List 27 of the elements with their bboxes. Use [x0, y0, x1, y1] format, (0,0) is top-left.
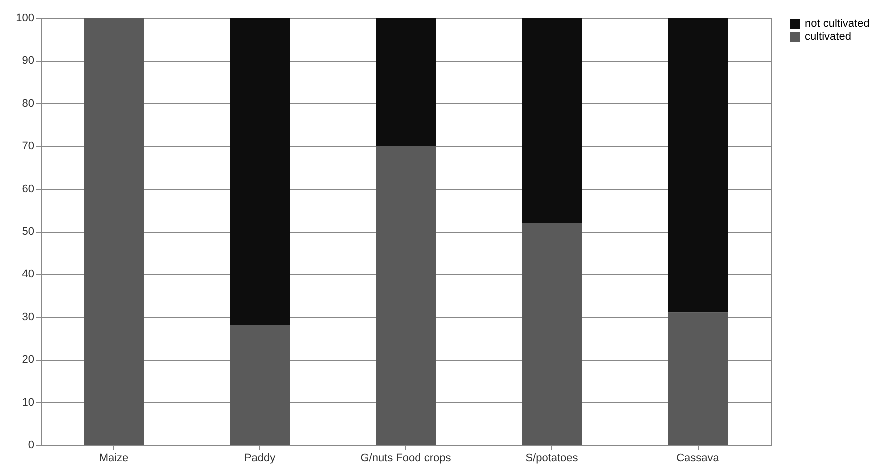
bar	[668, 312, 728, 445]
x-tick-label: G/nuts Food crops	[360, 452, 452, 464]
bar	[230, 325, 290, 445]
y-tick-label: 50	[22, 226, 34, 238]
bar	[84, 18, 144, 445]
x-tick-label: S/potatoes	[526, 452, 579, 464]
y-tick-label: 70	[22, 140, 34, 153]
x-tick-label: Paddy	[244, 452, 276, 464]
y-tick-label: 10	[22, 396, 34, 409]
y-tick-label: 40	[22, 268, 34, 281]
bar	[522, 18, 582, 223]
y-tick-label: 60	[22, 183, 34, 196]
bar	[668, 18, 728, 313]
legend-label: not cultivated	[805, 18, 870, 30]
y-tick-label: 0	[28, 440, 34, 452]
y-tick-label: 20	[22, 354, 34, 366]
bar	[376, 146, 436, 445]
x-tick-label: Maize	[99, 452, 129, 464]
bar	[376, 18, 436, 146]
y-tick-label: 30	[22, 311, 34, 324]
y-tick-label: 80	[22, 98, 34, 110]
y-tick-label: 90	[22, 55, 34, 68]
y-tick-label: 100	[16, 12, 34, 24]
bar	[522, 222, 582, 445]
legend-label: cultivated	[805, 31, 852, 43]
x-tick-label: Cassava	[676, 452, 720, 464]
bar	[230, 18, 290, 326]
